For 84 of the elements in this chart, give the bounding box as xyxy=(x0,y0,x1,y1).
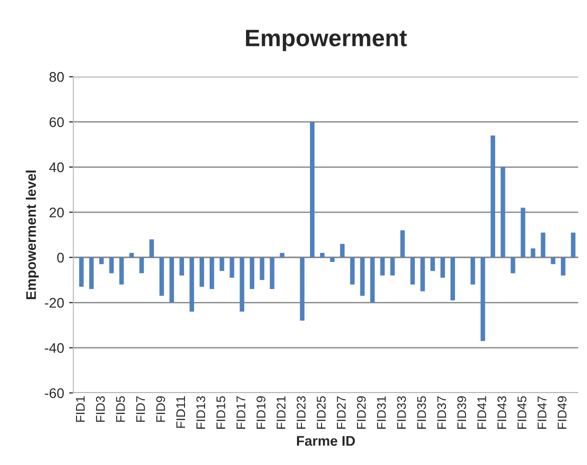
x-tick-label: FID27 xyxy=(336,396,346,429)
bar xyxy=(250,257,254,290)
x-tick-label: FID23 xyxy=(296,396,306,429)
bar xyxy=(410,257,415,285)
y-tick-label: 20 xyxy=(50,208,64,218)
bar xyxy=(500,167,506,258)
bar xyxy=(360,257,365,296)
bar xyxy=(89,257,94,290)
bar xyxy=(220,257,224,271)
x-tick-label: FID21 xyxy=(276,396,286,429)
y-tick-label: -60 xyxy=(44,388,64,398)
bar xyxy=(200,257,204,287)
x-tick-label: FID39 xyxy=(457,396,466,429)
bar xyxy=(420,257,425,292)
x-tick-label: FID3 xyxy=(96,396,105,422)
y-tick-label: -20 xyxy=(44,298,64,308)
x-tick-label: FID45 xyxy=(518,396,526,429)
bar xyxy=(400,230,405,258)
bar xyxy=(320,252,325,258)
bar xyxy=(340,244,345,258)
bar xyxy=(390,257,395,276)
bar xyxy=(530,248,536,258)
x-tick-label: FID9 xyxy=(156,396,166,422)
bar xyxy=(99,257,104,264)
bar xyxy=(280,252,284,258)
bar xyxy=(480,257,486,341)
y-axis-title: Empowerment level xyxy=(26,170,39,300)
x-tick-label: FID41 xyxy=(477,396,486,429)
bar xyxy=(510,257,516,274)
bar xyxy=(190,257,194,312)
bar xyxy=(490,135,496,258)
chart-title: Empowerment xyxy=(246,30,407,52)
y-tick-label: 80 xyxy=(50,72,64,82)
x-tick-label: FID47 xyxy=(538,396,546,429)
bar xyxy=(450,257,455,300)
x-tick-label: FID43 xyxy=(497,396,506,429)
bar xyxy=(470,257,476,285)
bar xyxy=(380,257,385,276)
y-tick-label: 0 xyxy=(57,252,64,263)
x-tick-label: FID13 xyxy=(196,396,206,429)
bar xyxy=(430,257,435,271)
x-tick-label: FID15 xyxy=(216,396,226,429)
y-tick-label: -40 xyxy=(44,343,64,353)
y-tick-label: 40 xyxy=(49,162,64,172)
x-tick-label: FID25 xyxy=(316,396,326,429)
bar xyxy=(540,232,546,258)
x-tick-label: FID37 xyxy=(437,396,446,429)
x-tick-label: FID11 xyxy=(176,396,185,428)
bar xyxy=(570,232,576,258)
bar xyxy=(109,257,114,274)
bar xyxy=(260,257,264,280)
bar xyxy=(270,257,274,290)
bar xyxy=(230,257,234,278)
bar xyxy=(119,257,124,285)
bar xyxy=(240,257,244,312)
bar xyxy=(550,257,556,264)
bar xyxy=(440,257,445,278)
bar xyxy=(180,257,184,276)
bar xyxy=(560,257,566,276)
bar xyxy=(310,122,314,258)
bar xyxy=(169,257,174,303)
x-tick-label: FID33 xyxy=(397,396,406,429)
x-tick-label: FID49 xyxy=(558,396,566,429)
x-tick-label: FID19 xyxy=(256,396,266,429)
x-tick-label: FID35 xyxy=(417,396,426,429)
bar xyxy=(370,257,375,303)
bar xyxy=(139,257,144,274)
bar xyxy=(210,257,214,290)
bar xyxy=(129,252,134,258)
x-tick-label: FID31 xyxy=(376,396,386,429)
bar xyxy=(350,257,355,285)
x-tick-label: FID1 xyxy=(76,396,85,422)
bar xyxy=(300,257,304,321)
bar xyxy=(79,257,84,287)
bar xyxy=(330,257,335,262)
x-tick-label: FID7 xyxy=(136,396,145,422)
bar xyxy=(159,257,164,296)
y-tick-label: 60 xyxy=(50,117,64,128)
bar xyxy=(149,239,154,258)
x-tick-label: FID17 xyxy=(236,396,246,429)
bar xyxy=(520,208,526,258)
x-tick-label: FID5 xyxy=(116,396,125,422)
x-tick-label: FID29 xyxy=(356,396,366,429)
x-axis-title: Farme ID xyxy=(296,436,355,446)
